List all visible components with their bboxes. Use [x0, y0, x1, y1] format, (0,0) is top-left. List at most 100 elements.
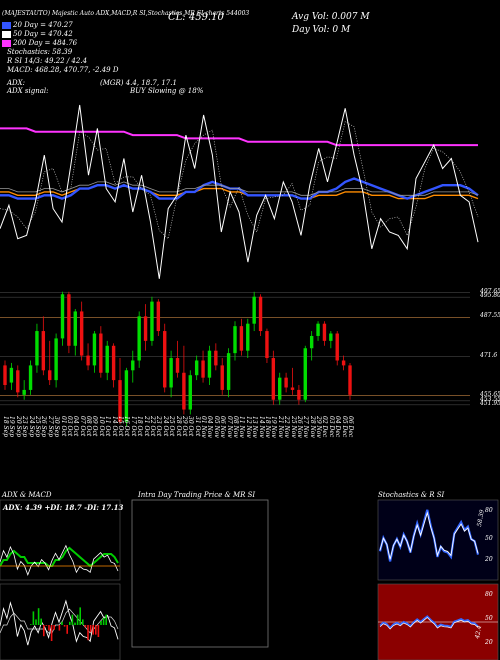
candle-body — [124, 370, 129, 422]
macd-histogram-bar — [69, 621, 71, 625]
candle-body — [35, 331, 39, 366]
candle-body — [137, 316, 141, 361]
candle-body — [92, 333, 97, 366]
macd-histogram-bar — [53, 625, 55, 630]
candle-body — [163, 331, 167, 388]
macd-histogram-bar — [87, 625, 89, 641]
candle-body — [9, 367, 14, 383]
macd-histogram-bar — [35, 619, 37, 625]
close-price-line — [0, 104, 479, 279]
macd-histogram-bar — [92, 625, 94, 635]
rsi-tick-20: 20 — [485, 639, 493, 646]
price-tick-label: 455.65 — [480, 390, 500, 398]
candle-body — [226, 353, 231, 390]
macd-histogram-bar — [97, 625, 100, 637]
candle-body — [239, 326, 244, 351]
price-tick-label: 453.55 — [480, 395, 500, 403]
macd-histogram-bar — [43, 625, 45, 637]
candle-body — [258, 296, 263, 332]
macd-histogram-bar — [48, 625, 50, 631]
candle-body — [54, 338, 58, 381]
candle-body — [278, 377, 282, 400]
chart-title: (MAJESTAUTO) Majestic Auto ADX,MACD,R SI… — [2, 10, 250, 17]
macd-histogram-bar — [40, 618, 42, 625]
candle-body — [16, 370, 20, 393]
ema200-label: 200 Day = 484.76 — [13, 39, 78, 47]
macd-histogram-bar — [37, 608, 40, 625]
candle-body — [233, 326, 237, 354]
candle-body — [214, 350, 218, 366]
macd-histogram-bar — [30, 624, 32, 625]
candle-body — [28, 365, 33, 390]
macd-histogram-bar — [71, 614, 74, 625]
stochastics-label: Stochastics: 58.39 — [7, 48, 73, 56]
adx-signal-value: BUY Slowing @ 18% — [130, 87, 204, 95]
macd-histogram-bar — [79, 607, 81, 625]
price-tick-label: 471.6 — [480, 351, 498, 359]
candle-body — [335, 333, 339, 361]
rsi-signal-line — [379, 617, 479, 630]
stoch-tick-80: 80 — [485, 507, 493, 514]
candle-body — [252, 296, 256, 324]
candle-body — [194, 360, 199, 376]
candle-body — [131, 360, 135, 371]
candle-body — [188, 375, 192, 410]
price-tick-label: 495.80 — [480, 292, 500, 300]
candle-body — [41, 331, 46, 371]
macd-histogram-bar — [105, 614, 107, 625]
price-chart — [0, 104, 479, 427]
candle-body — [348, 365, 352, 395]
candle-body — [265, 331, 269, 359]
close-price: CL: 459.10 — [168, 12, 224, 23]
price-tick-label: 487.55 — [480, 312, 500, 320]
candle-body — [118, 380, 122, 422]
macd-histogram-bar — [82, 619, 84, 625]
ema20-label: 20 Day = 470.27 — [13, 21, 73, 29]
candle-body — [309, 335, 314, 349]
macd-histogram-bar — [76, 614, 79, 625]
macd-histogram-bar — [74, 622, 76, 625]
candle-body — [290, 387, 295, 390]
ema20-swatch — [2, 22, 11, 29]
candle-body — [156, 301, 161, 332]
candle-body — [79, 311, 84, 356]
adx-macd-panel-title: ADX & MACD — [2, 491, 52, 499]
adx-value: (MGR) 4.4, 18.7, 17.1 — [100, 79, 177, 87]
candle-body — [207, 350, 212, 378]
price-tick-label: 497.65 — [480, 287, 500, 295]
adx-panel-values: ADX: 4.39 +DI: 18.7 -DI: 17.13 — [3, 503, 124, 512]
adx-minus-di-line — [0, 544, 119, 576]
rsi-label: R SI 14/3: 49.22 / 42.4 — [7, 57, 88, 65]
macd-histogram-bar — [102, 617, 105, 625]
adx-signal-label: ADX signal: — [7, 87, 49, 95]
rsi-tick-50: 50 — [485, 615, 493, 622]
adx-label: ADX: — [7, 79, 26, 87]
macd-histogram-bar — [89, 625, 92, 633]
stoch-tick-50: 50 — [485, 535, 493, 542]
avg-volume: Avg Vol: 0.007 M — [292, 12, 370, 22]
macd-histogram-bar — [58, 625, 61, 631]
candle-body — [220, 365, 224, 390]
candle-body — [284, 377, 288, 388]
macd-histogram-bar — [63, 625, 66, 627]
price-tick-label: 451.95 — [480, 399, 500, 407]
candle-body — [271, 358, 276, 400]
rsi-tick-80: 80 — [485, 591, 493, 598]
candle-body — [322, 323, 327, 341]
candle-body — [201, 360, 205, 378]
stoch-panel-title: Stochastics & R SI — [378, 491, 445, 499]
candle-body — [3, 365, 7, 386]
day-volume: Day Vol: 0 M — [292, 25, 351, 35]
ema50-label: 50 Day = 470.42 — [13, 30, 73, 38]
candle-body — [341, 360, 346, 366]
macd-histogram-bar — [84, 625, 87, 628]
candle-body — [246, 323, 250, 351]
ema200-line — [0, 127, 478, 147]
candle-body — [111, 345, 116, 381]
candle-body — [303, 348, 307, 400]
candle-body — [67, 294, 71, 346]
macd-histogram-bar — [95, 625, 97, 635]
macd-histogram-bar — [66, 625, 68, 634]
candle-body — [169, 358, 173, 388]
